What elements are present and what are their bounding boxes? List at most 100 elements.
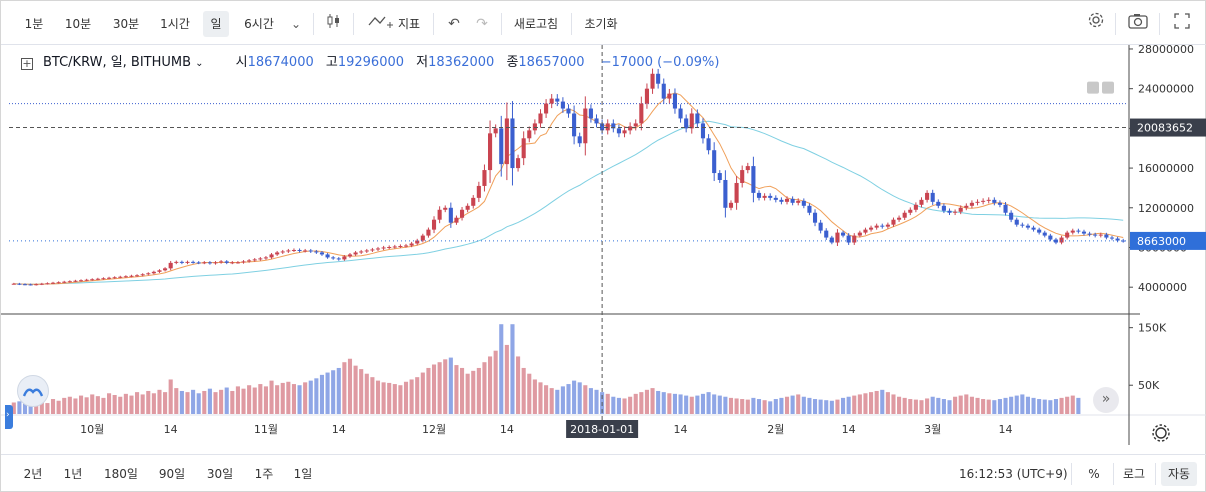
volume-bar xyxy=(997,399,1002,414)
volume-bar xyxy=(73,398,78,414)
candle xyxy=(168,262,173,269)
interval-6h[interactable]: 6시간 xyxy=(244,17,274,31)
gear-icon[interactable] xyxy=(1083,11,1109,37)
candle xyxy=(1031,227,1036,230)
candle xyxy=(325,254,330,258)
time-tick-label: 14 xyxy=(500,423,514,436)
candle xyxy=(527,130,532,139)
volume-bar xyxy=(168,379,173,414)
chart-logo-icon[interactable] xyxy=(17,375,49,407)
range-1d[interactable]: 1일 xyxy=(293,467,313,481)
volume-bar xyxy=(812,399,818,414)
candle xyxy=(219,261,224,263)
scroll-to-realtime-icon[interactable]: » xyxy=(1093,387,1119,413)
range-30d[interactable]: 30일 xyxy=(206,467,234,481)
toolbar-divider xyxy=(313,13,314,35)
volume-bar xyxy=(50,399,56,414)
volume-bar xyxy=(992,400,997,414)
candle xyxy=(852,235,857,243)
bottom-toolbar: 2년 1년 180일 90일 30일 1주 1일 16:12:53 (UTC+9… xyxy=(1,454,1206,492)
volume-bar xyxy=(941,399,946,414)
candle xyxy=(751,166,756,193)
volume-bar xyxy=(521,367,526,414)
volume-bar xyxy=(695,395,700,414)
volume-bar xyxy=(964,394,969,414)
candle xyxy=(656,73,661,84)
volume-bar xyxy=(936,397,941,414)
volume-bar xyxy=(191,389,196,414)
volume-bar xyxy=(347,358,353,414)
volume-bar xyxy=(532,379,537,414)
fullscreen-icon[interactable] xyxy=(1169,11,1195,37)
volume-bar xyxy=(639,392,644,414)
range-1w[interactable]: 1주 xyxy=(254,467,274,481)
volume-bar xyxy=(269,380,274,414)
volume-bar xyxy=(62,397,67,414)
interval-10m[interactable]: 10분 xyxy=(64,17,92,31)
candle xyxy=(925,192,930,200)
volume-bar xyxy=(135,392,140,414)
volume-tick-label: 150K xyxy=(1138,322,1167,335)
volume-bar xyxy=(712,394,717,414)
candle xyxy=(639,103,644,124)
refresh-button[interactable]: 새로고침 xyxy=(513,17,559,31)
candle xyxy=(611,123,616,129)
candle xyxy=(588,108,593,119)
volume-bar xyxy=(930,396,935,414)
expand-icon[interactable]: + xyxy=(21,57,33,70)
candlestick-icon[interactable] xyxy=(321,11,347,37)
volume-bar xyxy=(527,373,532,414)
volume-bar xyxy=(314,378,319,414)
percent-toggle[interactable]: % xyxy=(1088,467,1100,481)
legend-close-value: 18657000 xyxy=(518,55,585,70)
price-volume-chart[interactable]: 2800000024000000200000001600000012000000… xyxy=(1,45,1206,453)
undo-icon[interactable]: ↶ xyxy=(448,16,460,32)
candle xyxy=(73,280,78,282)
indicator-button[interactable]: 지표 xyxy=(397,17,421,31)
interval-30m[interactable]: 30분 xyxy=(112,17,140,31)
candle xyxy=(628,126,633,131)
auto-toggle[interactable]: 자동 xyxy=(1161,462,1197,486)
reset-button[interactable]: 초기화 xyxy=(584,17,618,31)
range-90d[interactable]: 90일 xyxy=(158,467,186,481)
range-1y[interactable]: 1년 xyxy=(63,467,83,481)
side-panel-toggle[interactable]: › xyxy=(5,405,13,429)
price-tick-label: 4000000 xyxy=(1138,281,1187,294)
volume-bar xyxy=(1059,397,1064,414)
volume-bar xyxy=(196,393,201,414)
chevron-down-icon[interactable]: ⌄ xyxy=(195,58,204,69)
interval-day[interactable]: 일 xyxy=(203,11,229,37)
clock[interactable]: 16:12:53 (UTC+9) xyxy=(959,467,1068,481)
candle xyxy=(224,261,229,263)
candle xyxy=(275,252,280,255)
candle xyxy=(897,217,902,220)
candle xyxy=(594,118,599,124)
volume-bar xyxy=(616,397,621,414)
chevron-down-icon[interactable]: ⌄ xyxy=(290,17,302,31)
volume-bar xyxy=(913,399,918,414)
candle xyxy=(499,128,504,165)
volume-bar xyxy=(762,400,767,414)
range-2y[interactable]: 2년 xyxy=(23,467,43,481)
volume-bar xyxy=(258,384,263,414)
candle xyxy=(930,192,935,202)
volume-bar xyxy=(213,392,218,414)
interval-1m[interactable]: 1분 xyxy=(24,17,44,31)
ma-short-line xyxy=(13,92,1124,285)
range-180d[interactable]: 180일 xyxy=(104,467,138,481)
legend-symbol[interactable]: BTC/KRW, 일, BITHUMB xyxy=(43,55,192,70)
volume-bar xyxy=(818,399,823,414)
log-toggle[interactable]: 로그 xyxy=(1122,467,1146,481)
price-tick-label: 28000000 xyxy=(1138,45,1194,56)
camera-icon[interactable] xyxy=(1125,11,1151,37)
candle xyxy=(650,73,655,89)
candle xyxy=(986,199,991,201)
volume-bar xyxy=(431,364,437,414)
volume-bar xyxy=(118,396,123,414)
candle xyxy=(790,198,795,203)
indicator-icon[interactable] xyxy=(365,11,395,37)
interval-1h[interactable]: 1시간 xyxy=(160,17,190,31)
redo-icon[interactable]: ↷ xyxy=(476,16,488,32)
candle xyxy=(717,173,722,180)
volume-bar xyxy=(773,399,778,414)
